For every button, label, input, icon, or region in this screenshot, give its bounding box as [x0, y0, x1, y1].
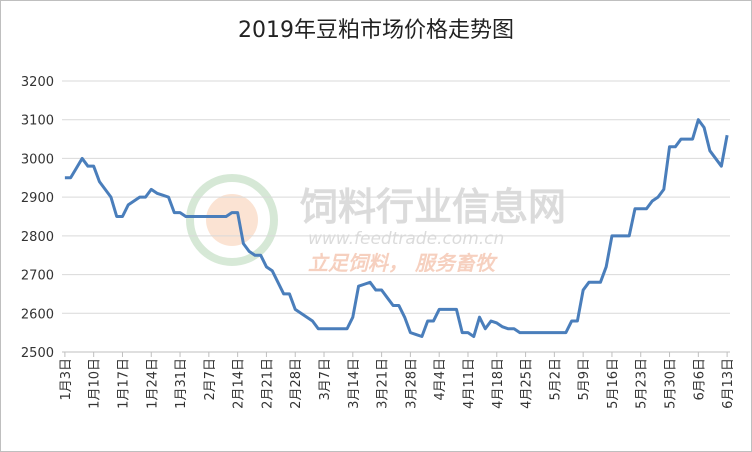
x-tick-label: 6月6日: [692, 358, 707, 401]
x-tick-label: 2月7日: [203, 358, 218, 401]
watermark-logo: [206, 194, 258, 246]
x-tick-label: 2月21日: [260, 358, 275, 409]
y-tick-label: 3200: [21, 75, 54, 90]
watermark-logo: [186, 174, 278, 266]
y-tick-label: 2800: [21, 230, 54, 245]
watermark-url: www.feedtrade.com.cn: [308, 229, 504, 249]
x-tick-label: 3月7日: [318, 358, 333, 401]
x-tick-label: 5月30日: [664, 358, 679, 409]
x-tick-label: 1月10日: [88, 358, 103, 409]
x-tick-label: 3月21日: [376, 358, 391, 409]
x-tick-label: 1月17日: [116, 358, 131, 409]
x-tick-label: 5月16日: [606, 358, 621, 409]
x-tick-label: 4月18日: [491, 358, 506, 409]
y-tick-label: 2900: [21, 191, 54, 206]
x-tick-label: 6月13日: [721, 358, 736, 409]
x-tick-label: 1月24日: [145, 358, 160, 409]
chart-title: 2019年豆粕市场价格走势图: [238, 18, 514, 43]
x-tick-label: 1月3日: [59, 358, 74, 401]
y-tick-label: 2700: [21, 269, 54, 284]
x-tick-label: 5月2日: [548, 358, 563, 401]
x-tick-label: 4月25日: [520, 358, 535, 409]
y-tick-label: 2500: [21, 346, 54, 361]
watermark: 饲料行业信息网 www.feedtrade.com.cn 立足饲料， 服务畜牧: [186, 174, 566, 275]
y-tick-label: 3000: [21, 152, 54, 167]
x-tick-label: 4月4日: [433, 358, 448, 401]
watermark-slogan: 立足饲料， 服务畜牧: [308, 251, 498, 275]
x-tick-label: 4月11日: [462, 358, 477, 409]
x-tick-label: 2月28日: [289, 358, 304, 409]
x-tick-label: 3月28日: [404, 358, 419, 409]
x-tick-label: 5月23日: [635, 358, 650, 409]
x-tick-label: 5月9日: [577, 358, 592, 401]
y-tick-label: 2600: [21, 307, 54, 322]
x-tick-label: 3月14日: [347, 358, 362, 409]
y-tick-label: 3100: [21, 114, 54, 129]
x-tick-label: 1月31日: [174, 358, 189, 409]
watermark-name: 饲料行业信息网: [300, 185, 566, 229]
x-tick-label: 2月14日: [232, 358, 247, 409]
data-line: [64, 118, 729, 339]
